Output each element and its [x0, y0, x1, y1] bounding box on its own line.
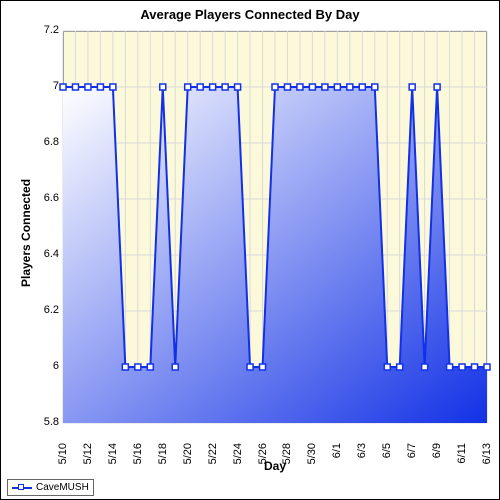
x-tick-label: 6/9 — [431, 443, 443, 471]
x-tick-label: 5/30 — [306, 443, 318, 471]
x-tick-label: 5/20 — [182, 443, 194, 471]
chart-frame: Average Players Connected By Day Players… — [0, 0, 500, 500]
x-tick-label: 5/16 — [132, 443, 144, 471]
y-tick-label: 6 — [29, 360, 59, 372]
y-tick-label: 7.2 — [29, 24, 59, 36]
y-tick-label: 6.4 — [29, 248, 59, 260]
x-axis-label: Day — [63, 459, 487, 473]
x-tick-label: 5/10 — [57, 443, 69, 471]
x-tick-label: 5/22 — [207, 443, 219, 471]
x-tick-label: 6/5 — [381, 443, 393, 471]
y-tick-label: 6.2 — [29, 304, 59, 316]
x-tick-label: 6/1 — [331, 443, 343, 471]
legend: CaveMUSH — [7, 479, 94, 496]
plot-svg — [63, 31, 487, 423]
y-tick-label: 7 — [29, 80, 59, 92]
legend-swatch — [12, 483, 32, 493]
y-tick-label: 6.8 — [29, 136, 59, 148]
legend-label: CaveMUSH — [36, 482, 89, 493]
x-tick-label: 5/14 — [107, 443, 119, 471]
x-tick-label: 6/13 — [481, 443, 493, 471]
x-tick-label: 5/12 — [82, 443, 94, 471]
x-tick-label: 5/18 — [157, 443, 169, 471]
chart-title: Average Players Connected By Day — [1, 7, 499, 22]
x-tick-label: 6/3 — [356, 443, 368, 471]
x-tick-label: 6/11 — [456, 443, 468, 471]
y-tick-label: 5.8 — [29, 416, 59, 428]
x-tick-label: 5/26 — [257, 443, 269, 471]
x-tick-label: 5/28 — [281, 443, 293, 471]
y-tick-label: 6.6 — [29, 192, 59, 204]
x-tick-label: 6/7 — [406, 443, 418, 471]
x-tick-label: 5/24 — [232, 443, 244, 471]
